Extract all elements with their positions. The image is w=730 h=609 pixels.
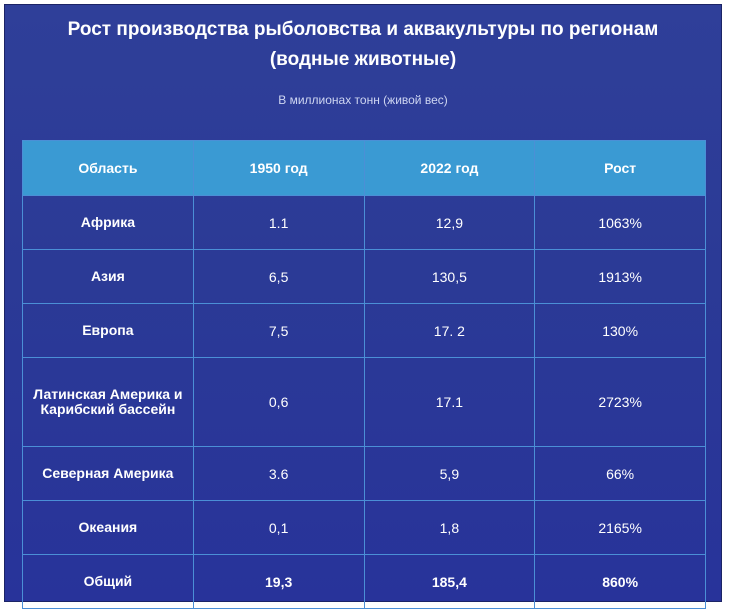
cell-growth: 130% [534, 303, 706, 358]
cell-growth: 860% [534, 554, 706, 609]
cell-growth: 66% [534, 446, 706, 501]
cell-2022: 5,9 [363, 446, 536, 501]
cell-region: Океания [22, 500, 194, 555]
cell-2022: 1,8 [363, 500, 536, 555]
table-row: Европа 7,5 17. 2 130% [22, 303, 706, 358]
cell-growth: 2723% [534, 357, 706, 447]
cell-region: Африка [22, 195, 194, 250]
cell-1950: 1.1 [192, 195, 365, 250]
cell-growth: 2165% [534, 500, 706, 555]
table-row: Африка 1.1 12,9 1063% [22, 195, 706, 250]
cell-region: Азия [22, 249, 194, 304]
column-header-2022: 2022 год [363, 140, 536, 196]
cell-1950: 6,5 [192, 249, 365, 304]
data-table: Область 1950 год 2022 год Рост Африка 1.… [22, 140, 706, 609]
column-header-region: Область [22, 140, 194, 196]
table-row-total: Общий 19,3 185,4 860% [22, 554, 706, 609]
cell-region: Европа [22, 303, 194, 358]
table-row: Латинская Америка и Карибский бассейн 0,… [22, 357, 706, 447]
cell-2022: 130,5 [363, 249, 536, 304]
table-row: Океания 0,1 1,8 2165% [22, 500, 706, 555]
chart-card: Рост производства рыболовства и аквакуль… [4, 4, 722, 609]
cell-2022: 17. 2 [363, 303, 536, 358]
cell-2022: 17.1 [363, 357, 536, 447]
chart-title: Рост производства рыболовства и аквакуль… [67, 19, 659, 70]
table-row: Азия 6,5 130,5 1913% [22, 249, 706, 304]
cell-2022: 12,9 [363, 195, 536, 250]
cell-2022: 185,4 [363, 554, 536, 609]
cell-1950: 19,3 [192, 554, 365, 609]
column-header-growth: Рост [534, 140, 706, 196]
chart-subtitle: В миллионах тонн (живой вес) [278, 93, 448, 107]
table-row: Северная Америка 3.6 5,9 66% [22, 446, 706, 501]
cell-1950: 0,6 [192, 357, 365, 447]
cell-growth: 1913% [534, 249, 706, 304]
column-header-1950: 1950 год [192, 140, 365, 196]
cell-region: Латинская Америка и Карибский бассейн [22, 357, 194, 447]
cell-1950: 0,1 [192, 500, 365, 555]
cell-region: Общий [22, 554, 194, 609]
cell-region: Северная Америка [22, 446, 194, 501]
cell-growth: 1063% [534, 195, 706, 250]
cell-1950: 7,5 [192, 303, 365, 358]
cell-1950: 3.6 [192, 446, 365, 501]
header-row: Область 1950 год 2022 год Рост [22, 140, 706, 196]
